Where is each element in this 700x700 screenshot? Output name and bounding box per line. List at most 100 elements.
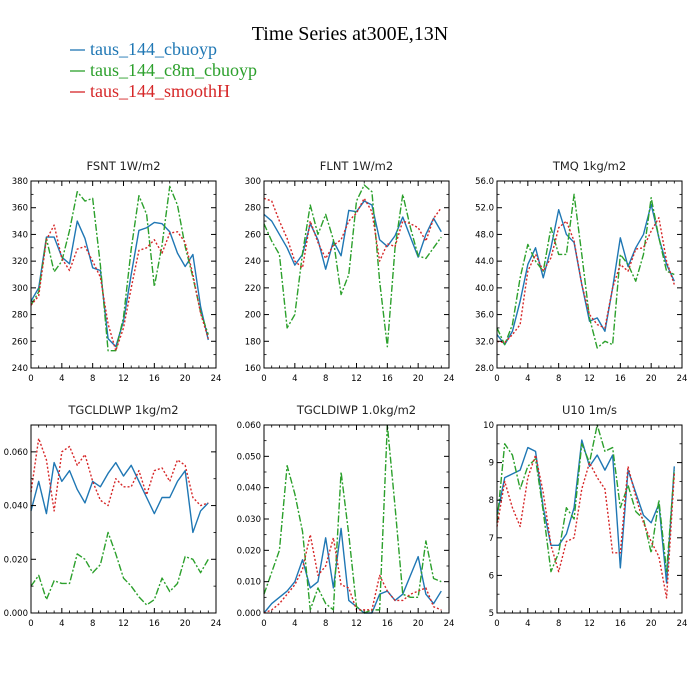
x-tick-label: 20 xyxy=(646,619,657,629)
y-tick-label: 320 xyxy=(12,257,28,267)
y-tick-label: 0.020 xyxy=(4,555,28,565)
series-line xyxy=(263,533,442,614)
x-tick-label: 16 xyxy=(615,374,626,384)
y-tick-label: 260 xyxy=(245,230,261,240)
y-tick-label: 200 xyxy=(245,311,261,321)
x-tick-label: 24 xyxy=(211,619,222,629)
series-line xyxy=(30,224,209,352)
y-tick-label: 7 xyxy=(489,534,494,544)
x-tick-label: 8 xyxy=(90,619,95,629)
legend-label: taus_144_smoothH xyxy=(90,81,230,101)
y-tick-label: 40.0 xyxy=(475,284,494,294)
y-tick-label: 5 xyxy=(489,609,494,619)
x-tick-label: 12 xyxy=(584,374,595,384)
y-tick-label: 160 xyxy=(245,364,261,374)
y-tick-label: 300 xyxy=(245,177,261,187)
y-tick-label: 0.060 xyxy=(237,421,261,431)
y-tick-label: 300 xyxy=(12,284,28,294)
x-tick-label: 20 xyxy=(413,619,424,629)
x-tick-label: 24 xyxy=(444,374,455,384)
x-tick-label: 0 xyxy=(28,374,33,384)
y-tick-label: 0.000 xyxy=(237,609,261,619)
x-tick-label: 12 xyxy=(351,374,362,384)
series-line xyxy=(30,461,209,534)
chart-panel: TGCLDLWP 1kg/m2 0 4 8 12 16 20 24 0.000 0.020 0.04… xyxy=(4,403,222,629)
x-tick-label: 20 xyxy=(180,374,191,384)
x-tick-label: 16 xyxy=(149,374,160,384)
y-tick-label: 0.020 xyxy=(237,546,261,556)
y-tick-label: 0.060 xyxy=(4,448,28,458)
y-tick-label: 0.010 xyxy=(237,578,261,588)
y-tick-label: 240 xyxy=(245,257,261,267)
series-line xyxy=(496,203,675,346)
x-tick-label: 20 xyxy=(413,374,424,384)
x-tick-label: 8 xyxy=(556,374,561,384)
y-tick-label: 0.040 xyxy=(237,484,261,494)
y-tick-label: 28.0 xyxy=(475,364,494,374)
x-tick-label: 12 xyxy=(118,374,129,384)
y-tick-label: 360 xyxy=(12,204,28,214)
x-tick-label: 24 xyxy=(211,374,222,384)
y-tick-label: 56.0 xyxy=(475,177,494,187)
y-tick-label: 260 xyxy=(12,337,28,347)
chart-panel: TMQ 1kg/m2 0 4 8 12 16 20 24 28.0 32.0 36.0 40.0 44.… xyxy=(475,159,687,384)
series-line xyxy=(263,527,442,614)
y-tick-label: 48.0 xyxy=(475,230,494,240)
y-tick-label: 240 xyxy=(12,364,28,374)
x-tick-label: 8 xyxy=(90,374,95,384)
series-line xyxy=(496,424,675,573)
y-tick-label: 32.0 xyxy=(475,337,494,347)
y-tick-label: 0.040 xyxy=(4,502,28,512)
y-tick-label: 180 xyxy=(245,337,261,347)
x-tick-label: 24 xyxy=(444,619,455,629)
x-tick-label: 4 xyxy=(292,619,297,629)
x-tick-label: 0 xyxy=(494,619,499,629)
y-tick-label: 9 xyxy=(489,459,494,469)
x-tick-label: 24 xyxy=(677,374,688,384)
x-tick-label: 4 xyxy=(59,619,64,629)
series-line xyxy=(30,185,209,352)
x-tick-label: 20 xyxy=(646,374,657,384)
y-tick-label: 0.050 xyxy=(237,452,261,462)
plot-frame xyxy=(30,424,217,614)
x-tick-label: 16 xyxy=(382,619,393,629)
x-tick-label: 12 xyxy=(351,619,362,629)
x-tick-label: 4 xyxy=(59,374,64,384)
y-tick-label: 280 xyxy=(12,311,28,321)
x-tick-label: 8 xyxy=(323,619,328,629)
chart-panel: FSNT 1W/m2 0 4 8 12 16 20 24 240 260 280 300 320 340 3… xyxy=(12,159,222,384)
x-tick-label: 8 xyxy=(323,374,328,384)
y-tick-label: 220 xyxy=(245,284,261,294)
figure-title: Time Series at300E,13N xyxy=(252,23,448,45)
panel-title: TGCLDIWP 1.0kg/m2 xyxy=(296,403,416,417)
legend: taus_144_cbuoyptaus_144_c8m_cbuoyptaus_1… xyxy=(70,39,257,101)
x-tick-label: 4 xyxy=(292,374,297,384)
x-tick-label: 16 xyxy=(149,619,160,629)
plot-frame xyxy=(263,180,450,369)
series-line xyxy=(263,197,442,269)
y-tick-label: 52.0 xyxy=(475,204,494,214)
plot-frame xyxy=(30,180,217,369)
chart-panel: TGCLDIWP 1.0kg/m2 0 4 8 12 16 20 24 0.000 0.010 0.… xyxy=(237,403,455,629)
series-line xyxy=(30,531,209,606)
plot-frame xyxy=(496,424,683,614)
x-tick-label: 16 xyxy=(382,374,393,384)
series-line xyxy=(263,424,442,614)
panel-title: TGCLDLWP 1kg/m2 xyxy=(67,403,178,417)
x-tick-label: 4 xyxy=(525,619,530,629)
y-tick-label: 380 xyxy=(12,177,28,187)
chart-panel: FLNT 1W/m2 0 4 8 12 16 20 24 160 180 200 220 240 260 2… xyxy=(245,159,455,384)
series-line xyxy=(496,217,675,344)
y-tick-label: 280 xyxy=(245,204,261,214)
y-tick-label: 6 xyxy=(489,571,494,581)
x-tick-label: 8 xyxy=(556,619,561,629)
x-tick-label: 20 xyxy=(180,619,191,629)
y-tick-label: 0.030 xyxy=(237,515,261,525)
y-tick-label: 0.000 xyxy=(4,609,28,619)
y-tick-label: 340 xyxy=(12,230,28,240)
series-line xyxy=(496,193,675,349)
chart-panel: U10 1m/s 0 4 8 12 16 20 24 5 6 7 8 9 10 xyxy=(483,403,687,629)
legend-label: taus_144_cbuoyp xyxy=(90,39,217,59)
panel-title: U10 1m/s xyxy=(562,403,617,417)
